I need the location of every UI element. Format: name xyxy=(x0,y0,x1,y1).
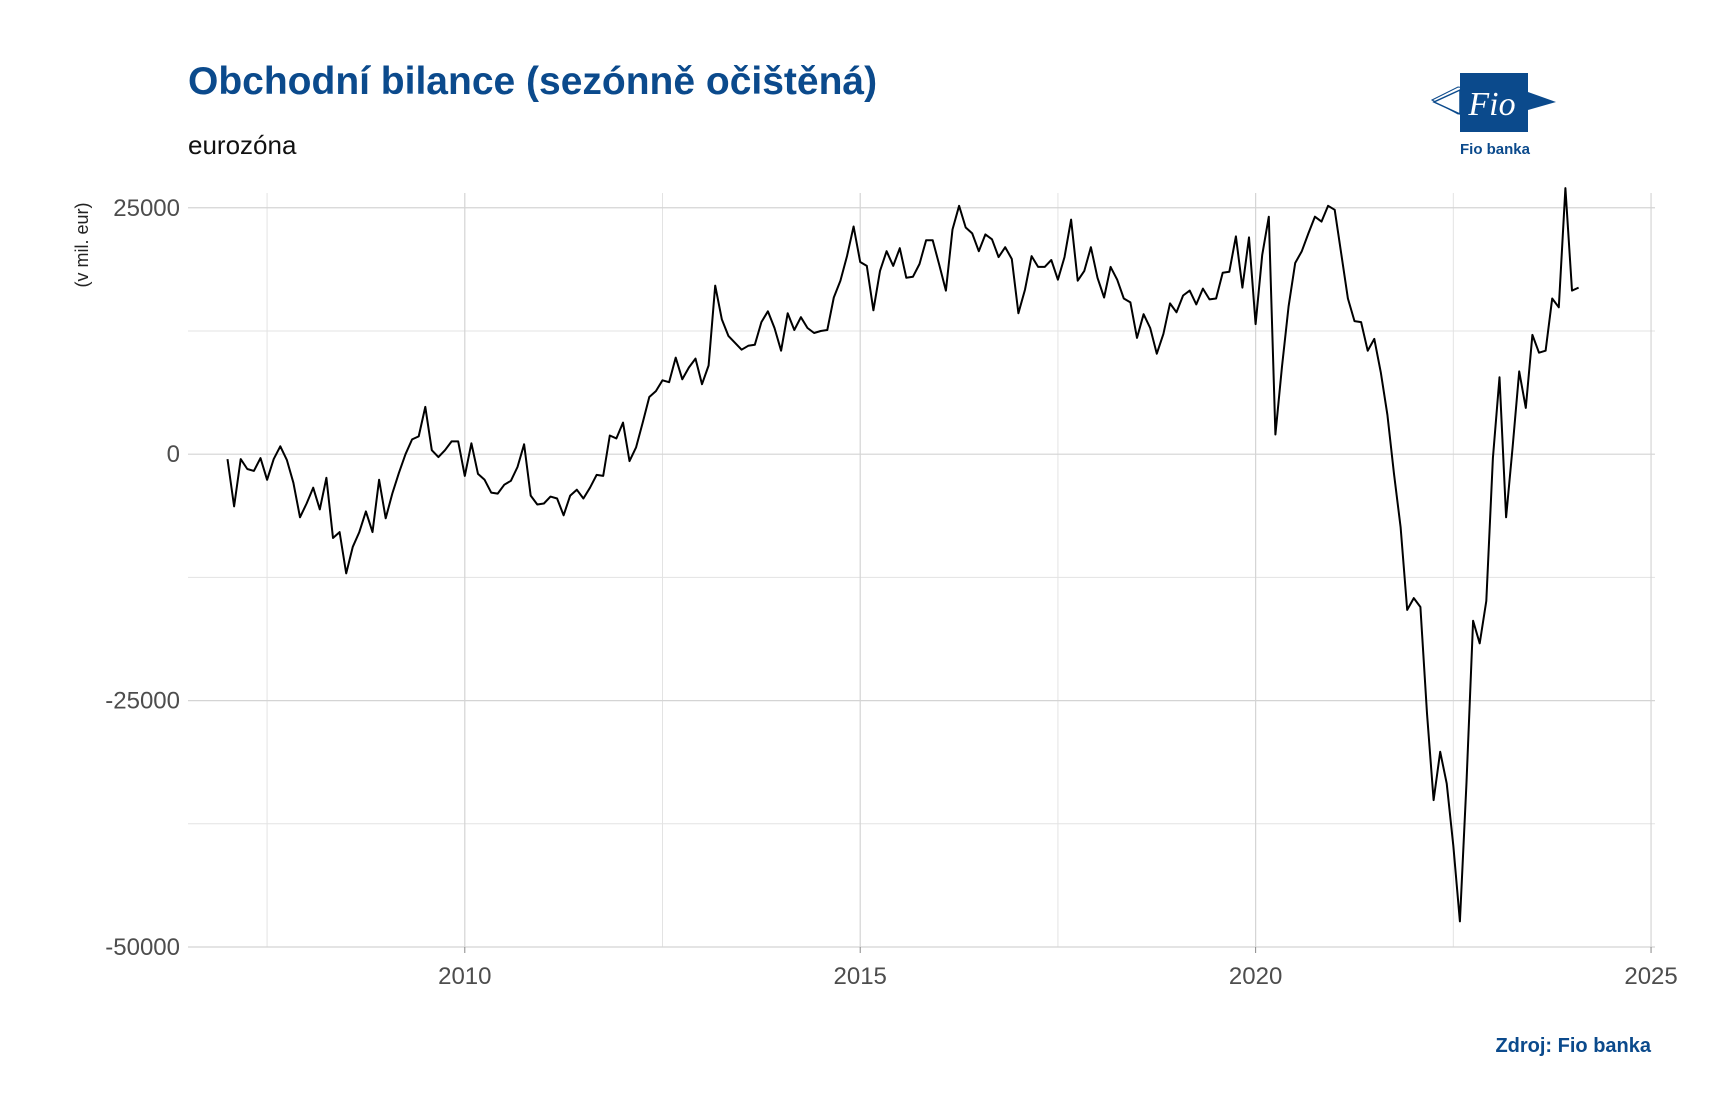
x-tick-label: 2010 xyxy=(438,963,491,990)
trade-balance-line xyxy=(226,187,1580,923)
x-tick-label: 2025 xyxy=(1624,963,1677,990)
y-tick-label: 0 xyxy=(167,441,180,468)
chart-subtitle: eurozóna xyxy=(188,130,297,160)
svg-text:Fio: Fio xyxy=(1467,86,1515,123)
x-axis-ticks: 2010 2015 2020 2025 xyxy=(438,947,1678,990)
x-tick-label: 2020 xyxy=(1229,963,1282,990)
minor-gridlines xyxy=(188,193,1655,947)
svg-text:Fio banka: Fio banka xyxy=(1460,141,1531,158)
fio-banka-logo: Fio Fio banka xyxy=(1430,73,1556,158)
y-tick-label: 25000 xyxy=(113,195,180,222)
y-tick-label: -25000 xyxy=(105,688,180,715)
chart-title: Obchodní bilance (sezónně očištěná) xyxy=(188,60,878,103)
x-tick-label: 2015 xyxy=(834,963,887,990)
y-axis-title: (v mil. eur) xyxy=(72,203,92,288)
major-gridlines xyxy=(188,193,1655,948)
y-axis-ticks: -50000 -25000 0 25000 xyxy=(105,195,180,961)
source-note: Zdroj: Fio banka xyxy=(1495,1035,1651,1057)
y-tick-label: -50000 xyxy=(105,934,180,961)
